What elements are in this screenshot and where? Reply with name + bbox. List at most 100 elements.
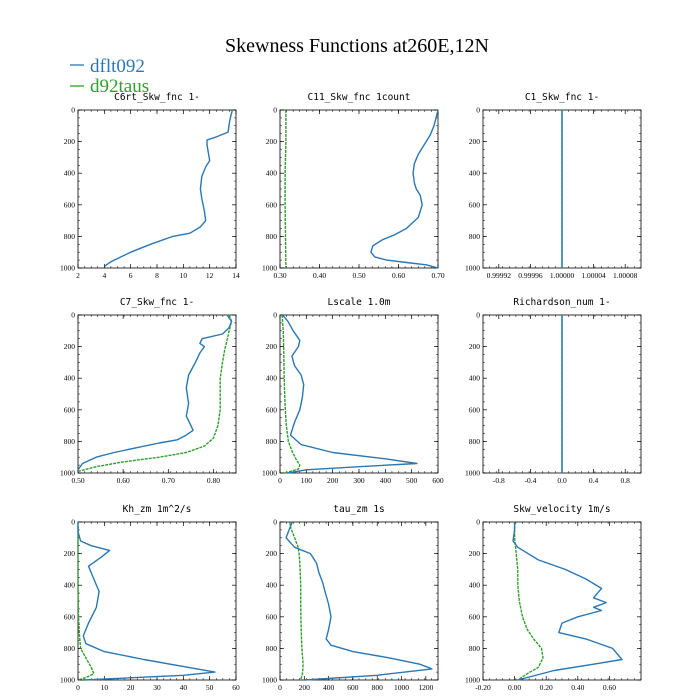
panel-title: Skw_velocity 1m/s [513, 504, 610, 515]
y-tick-label: 200 [266, 137, 278, 146]
panel-title: Richardson_num 1- [513, 297, 610, 308]
y-tick-label: 800 [266, 232, 278, 241]
x-tick-label: 20 [127, 683, 135, 692]
x-tick-label: 0.60 [117, 476, 130, 485]
y-tick-label: 400 [266, 374, 278, 383]
x-tick-label: 1200 [418, 683, 433, 692]
y-tick-label: 0 [476, 106, 480, 115]
plot-frame [279, 314, 439, 474]
y-tick-label: 800 [64, 232, 76, 241]
y-tick-label: 0 [273, 106, 277, 115]
panel-title: C1_Skw_fnc 1- [525, 92, 599, 103]
y-tick-label: 200 [469, 137, 481, 146]
x-tick-label: 400 [323, 683, 335, 692]
y-tick-label: 800 [64, 437, 76, 446]
x-tick-label: 0.50 [71, 476, 84, 485]
x-tick-label: 0 [76, 683, 80, 692]
x-tick-label: 1000 [394, 683, 409, 692]
x-tick-label: 0.99992 [487, 271, 512, 280]
y-tick-label: 200 [266, 549, 278, 558]
x-tick-label: 10 [180, 271, 188, 280]
y-tick-label: 0 [273, 311, 277, 320]
x-tick-label: 0.50 [352, 271, 365, 280]
x-tick-label: -0.8 [493, 476, 505, 485]
x-tick-label: 2 [76, 271, 80, 280]
y-tick-label: 200 [469, 342, 481, 351]
y-tick-label: 1000 [465, 469, 480, 478]
x-tick-label: 0.70 [162, 476, 175, 485]
x-tick-label: 60 [232, 683, 240, 692]
y-tick-label: 600 [64, 200, 76, 209]
x-tick-label: 1.00008 [613, 271, 638, 280]
y-tick-label: 1000 [60, 469, 75, 478]
x-tick-label: 1.00004 [581, 271, 606, 280]
y-tick-label: 400 [64, 581, 76, 590]
x-tick-label: 100 [301, 476, 313, 485]
x-tick-label: -0.20 [475, 683, 491, 692]
x-tick-label: 200 [299, 683, 311, 692]
y-tick-label: 200 [64, 137, 76, 146]
panel-6: Richardson_num 1- 0 200 400 600 800 1000 -0.8 -0… [465, 297, 642, 485]
panel-3: C1_Skw_fnc 1- 0 200 400 600 800 1000 0.99992 0.9… [465, 92, 642, 280]
y-tick-label: 200 [469, 549, 481, 558]
x-tick-label: 0.60 [603, 683, 616, 692]
x-tick-label: 0.40 [571, 683, 584, 692]
y-tick-label: 1000 [465, 676, 480, 685]
y-tick-label: 0 [71, 311, 75, 320]
panel-title: C11_Skw_fnc 1count [308, 92, 411, 103]
y-tick-label: 600 [469, 405, 481, 414]
y-tick-label: 800 [469, 232, 481, 241]
x-tick-label: 0.0 [557, 476, 567, 485]
y-tick-label: 800 [266, 437, 278, 446]
series-line-dflt092 [282, 314, 418, 474]
y-tick-label: 400 [469, 169, 481, 178]
x-tick-label: 400 [380, 476, 392, 485]
plot-frame [279, 521, 439, 681]
legend-label-d92taus: d92taus [90, 76, 149, 97]
y-tick-label: 1000 [262, 469, 277, 478]
x-tick-label: 0.30 [273, 271, 286, 280]
y-tick-label: 1000 [60, 676, 75, 685]
y-tick-label: 400 [64, 169, 76, 178]
y-tick-label: 800 [64, 644, 76, 653]
x-tick-label: 0 [278, 683, 282, 692]
y-tick-label: 1000 [262, 676, 277, 685]
series-line-d92taus [77, 522, 95, 681]
y-tick-label: 0 [476, 518, 480, 527]
legend-label-dflt092: dflt092 [90, 56, 145, 77]
x-tick-label: 50 [206, 683, 214, 692]
x-tick-label: 0.40 [313, 271, 326, 280]
y-tick-label: 400 [266, 169, 278, 178]
series-line-d92taus [289, 521, 304, 681]
x-tick-label: 4 [102, 271, 106, 280]
y-tick-label: 600 [266, 405, 278, 414]
y-tick-label: 600 [266, 200, 278, 209]
x-tick-label: 600 [347, 683, 359, 692]
panel-title: C6rt_Skw_fnc 1- [114, 92, 200, 103]
series-line-dflt092 [77, 522, 216, 681]
y-tick-label: 800 [469, 437, 481, 446]
series-line-dflt092 [77, 314, 233, 471]
x-tick-label: 40 [180, 683, 188, 692]
y-tick-label: 0 [71, 518, 75, 527]
y-tick-label: 600 [469, 612, 481, 621]
y-tick-label: 400 [266, 581, 278, 590]
series-line-d92taus [77, 314, 233, 473]
y-tick-label: 800 [266, 644, 278, 653]
y-tick-label: 600 [64, 405, 76, 414]
x-tick-label: 12 [206, 271, 214, 280]
y-tick-label: 1000 [262, 264, 277, 273]
y-tick-label: 0 [71, 106, 75, 115]
plot-frame [482, 521, 642, 681]
plot-frame [77, 109, 237, 269]
figure-legend: dflt092 d92taus [70, 56, 149, 97]
x-tick-label: 500 [406, 476, 418, 485]
x-tick-label: 1.00000 [550, 271, 575, 280]
x-tick-label: 0 [278, 476, 282, 485]
x-tick-label: 30 [153, 683, 161, 692]
plot-frame [279, 109, 439, 269]
